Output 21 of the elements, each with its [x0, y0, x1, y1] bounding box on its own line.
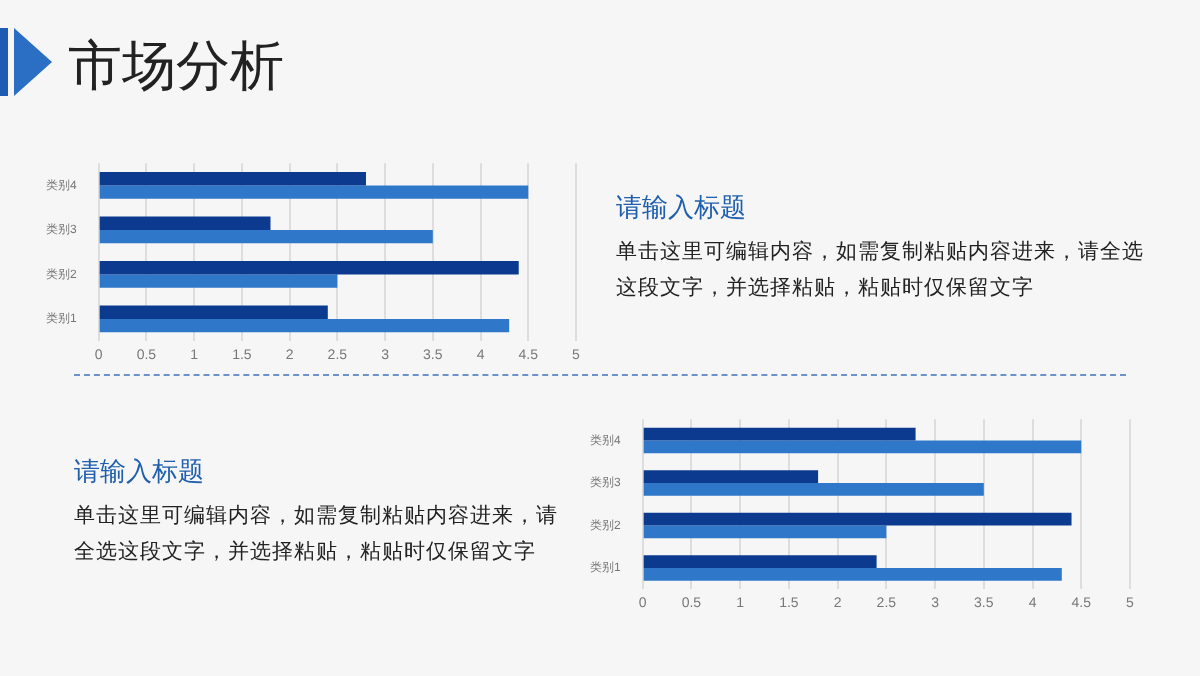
- text: 单击这里可编辑内容，如需复制粘贴内容进来，请全选这段文字，并选择粘贴，粘贴时仅保留文字: [616, 238, 1146, 304]
- text: 请输入标题: [616, 192, 748, 226]
- bar: [643, 482, 984, 496]
- bar: [643, 512, 1072, 526]
- bar: [99, 318, 510, 333]
- bar: [643, 440, 1082, 454]
- bar: [643, 427, 916, 441]
- text: 市场分析: [68, 34, 286, 102]
- bar: [99, 229, 433, 244]
- bar: [99, 216, 271, 230]
- bar: [643, 555, 877, 568]
- bar: [643, 525, 887, 539]
- text: 请输入标题: [74, 456, 206, 490]
- bar: [99, 261, 519, 275]
- bar: [643, 567, 1062, 581]
- bar: [99, 274, 338, 288]
- bar: [643, 470, 819, 483]
- text: 单击这里可编辑内容，如需复制粘贴内容进来，请全选这段文字，并选择粘贴，粘贴时仅保留文字: [74, 502, 560, 568]
- bar: [99, 185, 529, 199]
- bar: [99, 305, 328, 319]
- bar: [99, 172, 366, 186]
